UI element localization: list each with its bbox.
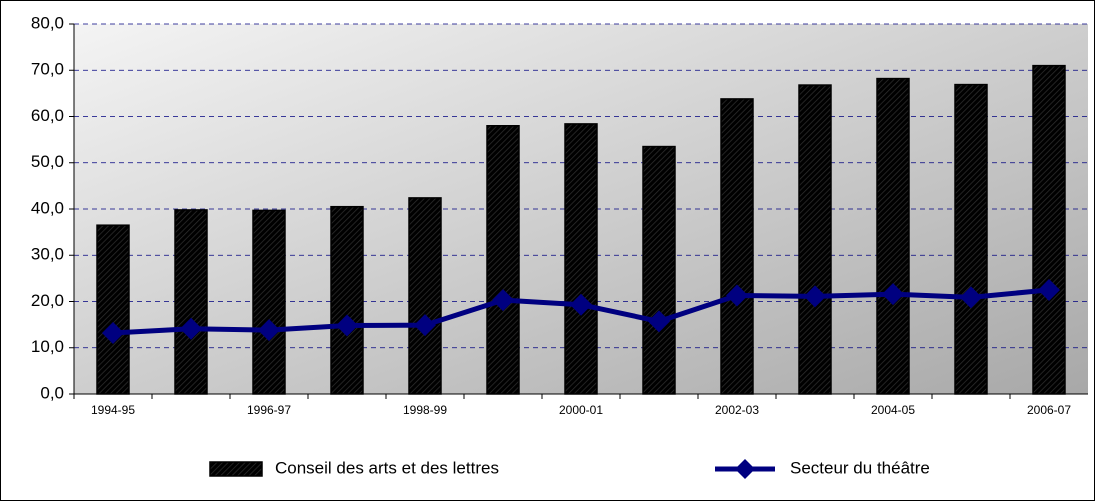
bar [954, 83, 988, 395]
bar [96, 224, 130, 395]
y-tick-label: 20,0 [31, 291, 64, 310]
legend-label: Conseil des arts et des lettres [275, 458, 499, 477]
marker [414, 314, 436, 337]
y-tick-label: 10,0 [31, 337, 64, 356]
marker [102, 321, 124, 344]
x-tick-label: 2000-01 [559, 403, 603, 417]
y-tick-label: 70,0 [31, 60, 64, 79]
legend-swatch [209, 461, 263, 477]
marker [648, 310, 670, 333]
marker [258, 319, 280, 342]
bar [1032, 64, 1066, 395]
y-tick-label: 80,0 [31, 13, 64, 32]
y-tick-label: 40,0 [31, 198, 64, 217]
x-tick-label: 1998-99 [403, 403, 447, 417]
bar [174, 209, 208, 395]
y-tick-label: 30,0 [31, 245, 64, 264]
bar [642, 145, 676, 395]
bar [564, 123, 598, 395]
bar [330, 205, 364, 395]
y-tick-label: 0,0 [40, 383, 64, 402]
bar [798, 84, 832, 395]
marker [492, 289, 514, 312]
marker [804, 285, 826, 308]
y-tick-label: 50,0 [31, 152, 64, 171]
y-tick-label: 60,0 [31, 106, 64, 125]
marker [180, 317, 202, 340]
bar [720, 98, 754, 395]
marker [726, 284, 748, 307]
bar [252, 209, 286, 395]
x-tick-label: 2002-03 [715, 403, 759, 417]
marker [570, 293, 592, 316]
bar [408, 197, 442, 395]
x-tick-label: 1996-97 [247, 403, 291, 417]
marker [960, 286, 982, 309]
legend-label: Secteur du théâtre [790, 458, 930, 477]
bar [876, 77, 910, 395]
marker [336, 314, 358, 337]
legend-swatch [735, 459, 755, 479]
marker [1038, 278, 1060, 301]
x-tick-label: 2004-05 [871, 403, 915, 417]
x-tick-label: 2006-07 [1027, 403, 1071, 417]
x-tick-label: 1994-95 [91, 403, 135, 417]
marker [882, 283, 904, 306]
bar [486, 125, 520, 395]
